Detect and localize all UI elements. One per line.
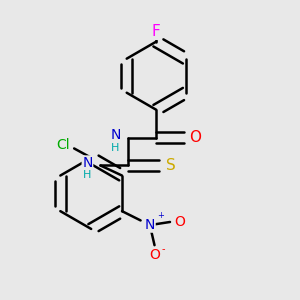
Text: Cl: Cl [56,138,70,152]
Text: F: F [152,24,161,39]
Text: H: H [83,170,92,180]
Text: N: N [145,218,155,232]
Text: +: + [157,211,164,220]
Text: O: O [189,130,201,145]
Text: N: N [110,128,121,142]
Text: O: O [149,248,160,262]
Text: N: N [82,156,93,170]
Text: -: - [161,244,165,254]
Text: O: O [175,215,185,229]
Text: H: H [111,142,119,152]
Text: S: S [166,158,176,173]
